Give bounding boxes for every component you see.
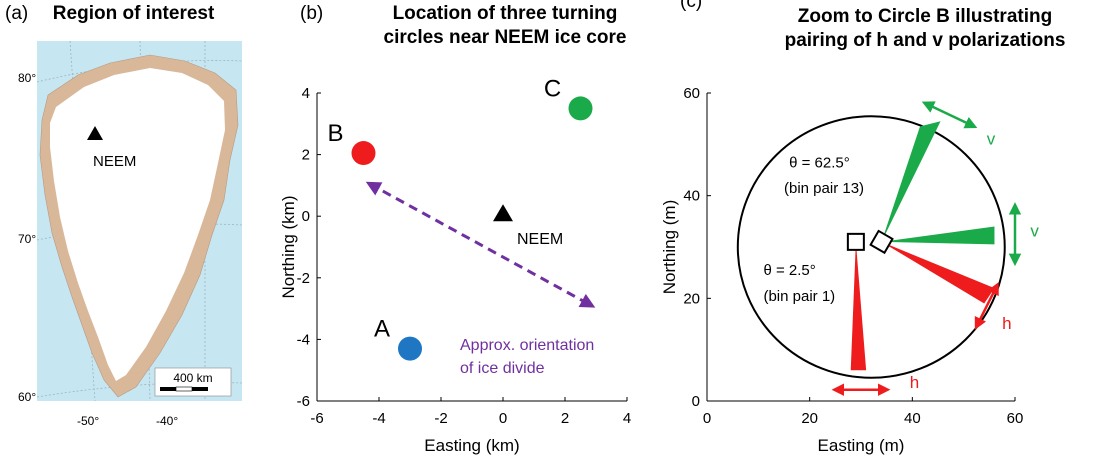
panel-b-letter: (b): [300, 3, 324, 24]
y-tick-label: 0: [692, 393, 700, 410]
x-tick-label: 0: [703, 410, 711, 427]
x-tick-label: 0: [499, 410, 507, 427]
y-tick-label: 20: [683, 290, 700, 307]
turning-circle-b: [351, 141, 376, 166]
y-axis-label: Northing (km): [280, 196, 298, 299]
polarization-arrow-v-0: [921, 101, 978, 129]
polarization-label-h-2: h: [1002, 314, 1011, 333]
panel-c-title-line1: Zoom to Circle B illustrating: [797, 6, 1053, 27]
lon-label-50: -50°: [77, 414, 99, 428]
lat-label-70: 70°: [18, 232, 36, 246]
turning-circle-a: [398, 336, 422, 361]
lat-label-80: 80°: [18, 71, 36, 85]
polarization-arrow-h-2: [974, 282, 999, 330]
y-tick-label: 0: [302, 208, 310, 225]
x-axis-label: Easting (km): [424, 436, 519, 455]
panel-b-title-line2: circles near NEEM ice core: [383, 27, 627, 48]
turning-circle-outline: [736, 115, 1006, 379]
panel-c-title-line2: pairing of h and v polarizations: [784, 30, 1066, 51]
neem-site-marker: [493, 204, 513, 222]
y-tick-label: 40: [683, 188, 700, 205]
antenna-box-0: [846, 232, 865, 251]
panel-a-letter: (a): [5, 3, 29, 24]
lon-label-40: -40°: [156, 414, 178, 428]
y-tick-label: 60: [683, 85, 700, 102]
y-tick-label: -6: [297, 393, 310, 410]
greenland-map: NEEM 80° 70° 60° -50° -40° 400 km: [18, 40, 243, 428]
lat-label-60: 60°: [18, 390, 36, 404]
theta-high-label: θ = 62.5°: [789, 154, 850, 171]
panel-a-title: Region of interest: [52, 3, 215, 24]
bin-low-label: (bin pair 1): [763, 288, 835, 305]
neem-site-label: NEEM: [517, 231, 563, 248]
panel-b-title: Location of three turning circles near N…: [340, 2, 670, 50]
bin-high-label: (bin pair 13): [784, 180, 864, 197]
neem-site-marker: [87, 126, 103, 140]
x-tick-label: 60: [1007, 410, 1024, 427]
y-tick-label: 4: [302, 85, 310, 102]
y-tick-label: -2: [297, 270, 310, 287]
x-tick-label: 4: [623, 410, 631, 427]
x-tick-label: -4: [372, 410, 385, 427]
turning-circles-chart: -6 -4 -2 0 2 4 -6 -4 -2 0 2 4 Easting (km) Northing (…: [280, 75, 631, 455]
x-tick-label: -2: [434, 410, 447, 427]
x-axis-label: Easting (m): [818, 436, 905, 455]
beam-h-2: [881, 241, 995, 304]
theta-low-label: θ = 2.5°: [763, 262, 815, 279]
y-tick-label: 2: [302, 147, 310, 164]
x-tick-label: 20: [801, 410, 818, 427]
scale-bar-label: 400 km: [173, 371, 212, 385]
turning-circle-label-b: B: [327, 120, 343, 147]
panel-a-heading: (a) Region of interest: [5, 2, 214, 26]
x-tick-label: 2: [561, 410, 569, 427]
antenna-box-1: [869, 229, 894, 255]
panel-c-title: Zoom to Circle B illustrating pairing of…: [735, 5, 1115, 53]
ice-divide-annotation-line2: of ice divide: [460, 360, 545, 377]
neem-map-label: NEEM: [93, 153, 136, 170]
turning-circle-c: [568, 96, 593, 121]
polarization-label-v-1: v: [1030, 222, 1039, 241]
ice-divide-annotation-line1: Approx. orientation: [460, 337, 594, 354]
turning-circle-label-a: A: [374, 316, 390, 343]
x-tick-label: 40: [904, 410, 921, 427]
polarization-label-h-3: h: [910, 373, 919, 392]
beam-v-1: [881, 226, 995, 245]
circle-b-zoom-chart: 0 20 40 60 0 20 40 60 Easting (m) Northing (m) v v h…: [660, 85, 1039, 455]
scale-bar: 400 km: [154, 367, 232, 397]
ice-divide-arrow: [365, 181, 596, 308]
panel-b-title-line1: Location of three turning: [392, 3, 618, 24]
y-tick-label: -4: [297, 331, 310, 348]
ice-sheet: [50, 68, 225, 381]
beam-h-3: [850, 241, 867, 371]
turning-circle-label-c: C: [544, 75, 561, 102]
beam-v-0: [881, 121, 941, 242]
panel-c-letter: (c): [680, 0, 703, 12]
y-axis-label: Northing (m): [660, 200, 679, 294]
x-tick-label: -6: [310, 410, 323, 427]
polarization-label-v-0: v: [987, 129, 996, 148]
